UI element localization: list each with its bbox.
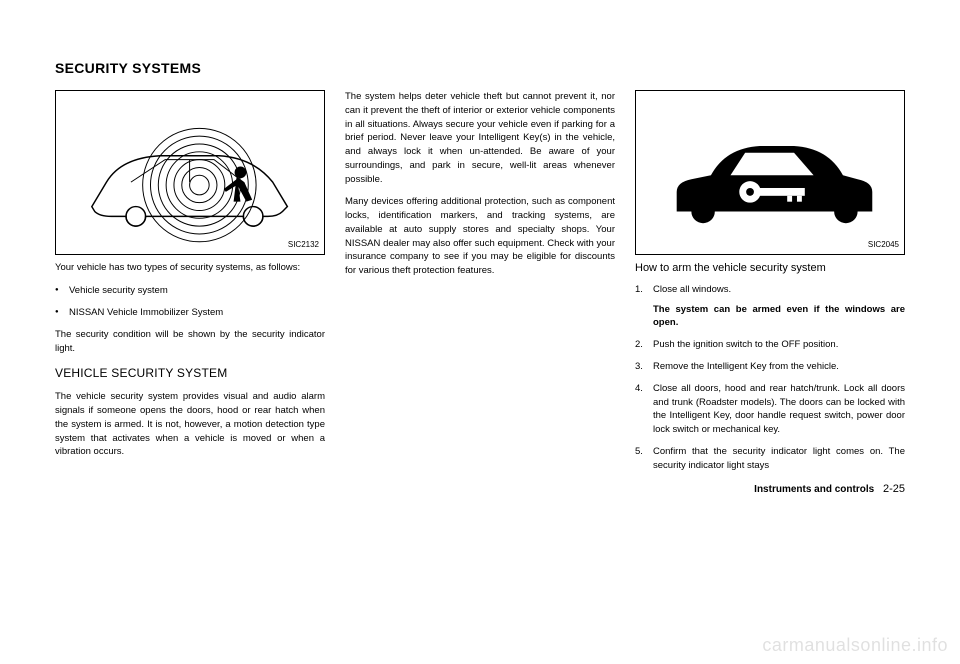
figure-2-label: SIC2045 [868,239,899,251]
figure-1: SIC2132 [55,90,325,255]
ol-item: Push the ignition switch to the OFF posi… [635,338,905,352]
columns: SIC2132 Your vehicle has two types of se… [55,90,905,498]
col2-p1: The system helps deter vehicle theft but… [345,90,615,186]
bullet-item: Vehicle security system [55,284,325,298]
bullet-item: NISSAN Vehicle Immobilizer System [55,306,325,320]
page-footer: Instruments and controls 2-25 [635,482,905,498]
page-container: SECURITY SYSTEMS [0,0,960,664]
col1-p2: The security condition will be shown by … [55,328,325,356]
ol-item: Confirm that the security indicator ligh… [635,445,905,473]
ol-item: Close all windows. The system can be arm… [635,283,905,330]
col1-p3: The vehicle security system provides vis… [55,390,325,459]
col1-bullets: Vehicle security system NISSAN Vehicle I… [55,284,325,320]
ol-item: Close all doors, hood and rear hatch/tru… [635,382,905,437]
figure-2: SIC2045 [635,90,905,255]
col3-subheading: How to arm the vehicle security system [635,261,905,277]
column-3: SIC2045 How to arm the vehicle security … [635,90,905,498]
figure-1-label: SIC2132 [288,239,319,251]
footer-page: 2-25 [883,483,905,495]
car-key-icon [649,99,890,246]
col2-p2: Many devices offering additional protect… [345,195,615,278]
watermark: carmanualsonline.info [762,635,948,656]
col1-subheading: VEHICLE SECURITY SYSTEM [55,365,325,382]
car-radar-icon [69,99,310,246]
page-heading: SECURITY SYSTEMS [55,60,905,76]
col3-ordered-list: Close all windows. The system can be arm… [635,283,905,472]
ol-item: Remove the Intelligent Key from the vehi… [635,360,905,374]
column-1: SIC2132 Your vehicle has two types of se… [55,90,325,498]
col1-p1: Your vehicle has two types of security s… [55,261,325,275]
ol-item-bold: The system can be armed even if the wind… [653,303,905,331]
ol-item-text: Close all windows. [653,284,731,295]
footer-section: Instruments and controls [754,484,874,495]
column-2: The system helps deter vehicle theft but… [345,90,615,498]
